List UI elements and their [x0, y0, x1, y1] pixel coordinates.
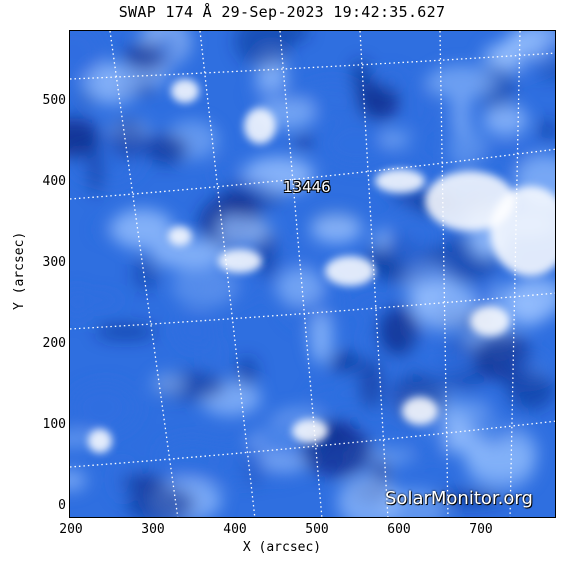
coronal-blob — [408, 79, 433, 134]
coronal-blob — [285, 31, 309, 40]
bright-feature — [325, 256, 375, 286]
coronal-blob — [483, 104, 528, 136]
coronal-blob — [377, 306, 419, 357]
grid-longitude-line — [509, 31, 521, 517]
coronal-blob — [216, 212, 263, 247]
coronal-blob — [329, 351, 362, 374]
coronal-blob — [277, 268, 324, 307]
bright-feature — [470, 306, 510, 336]
bright-feature — [218, 249, 262, 273]
y-tick-label: 100 — [42, 417, 66, 432]
coronal-blob — [249, 87, 316, 101]
coronal-blob — [152, 372, 186, 395]
coronal-blob — [234, 31, 293, 68]
coronal-blob — [358, 357, 384, 409]
coronal-blob — [201, 335, 223, 373]
coronal-blob — [321, 119, 392, 168]
coronal-blob — [378, 130, 411, 149]
solar-image — [69, 30, 556, 518]
coronal-blob — [412, 280, 478, 331]
grid-longitude-line — [359, 31, 389, 517]
coronal-blob — [310, 213, 363, 244]
bright-feature — [292, 419, 328, 443]
coronal-blob — [145, 133, 188, 165]
x-tick-label: 500 — [305, 522, 329, 537]
coronal-blob — [155, 31, 181, 64]
coronal-blob — [509, 289, 545, 328]
grid-longitude-line — [109, 31, 179, 517]
bright-feature — [168, 226, 192, 246]
image-title: SWAP 174 Å 29-Sep-2023 19:42:35.627 — [118, 3, 446, 21]
coronal-blob — [380, 488, 448, 517]
bright-feature — [88, 429, 112, 453]
grid-longitude-line — [279, 31, 323, 517]
coronal-blob — [70, 117, 101, 159]
coronal-blob — [306, 81, 358, 104]
coronal-blob — [512, 50, 544, 70]
bright-feature — [375, 169, 425, 193]
coronal-blob — [234, 467, 298, 481]
coronal-blob — [70, 287, 86, 322]
x-axis-label: X (arcsec) — [242, 540, 322, 555]
x-tick-label: 300 — [141, 522, 165, 537]
y-tick-label: 400 — [42, 174, 66, 189]
coronal-blob — [539, 119, 555, 141]
x-tick-label: 700 — [469, 522, 493, 537]
coronal-blob — [95, 324, 157, 340]
coronal-blob — [309, 311, 333, 365]
solarmonitor-watermark: SolarMonitor.org — [385, 488, 533, 509]
x-tick-label: 200 — [59, 522, 83, 537]
coronal-blob — [450, 92, 471, 137]
coronal-blob — [171, 264, 238, 308]
coronal-blob — [255, 229, 278, 279]
coronal-blob — [70, 469, 87, 491]
active-region-label: 13446 — [283, 178, 331, 196]
bright-feature — [244, 108, 276, 144]
y-tick-label: 500 — [42, 93, 66, 108]
y-axis-label: Y (arcsec) — [12, 231, 27, 310]
coronal-blob — [214, 158, 235, 187]
coronal-blob — [543, 278, 555, 312]
heliographic-grid — [70, 31, 555, 517]
coronal-blob — [132, 256, 160, 292]
coronal-blob — [486, 143, 539, 157]
y-tick-label: 0 — [58, 498, 66, 513]
coronal-blob — [110, 208, 175, 249]
bright-feature — [171, 79, 199, 103]
coronal-blob — [109, 118, 147, 160]
coronal-blob — [333, 101, 363, 119]
coronal-blob — [125, 485, 196, 517]
bright-feature — [490, 186, 555, 276]
bright-loops — [88, 79, 555, 453]
coronal-blob — [236, 357, 258, 388]
coronal-structures — [70, 31, 555, 517]
coronal-blob — [543, 36, 555, 63]
bright-feature — [402, 397, 438, 425]
coronal-blob — [175, 313, 213, 348]
x-tick-label: 600 — [387, 522, 411, 537]
grid-longitude-line — [439, 31, 449, 517]
coronal-blob — [378, 70, 405, 91]
coronal-blob — [505, 370, 555, 411]
coronal-blob — [426, 65, 498, 100]
coronal-blob — [230, 178, 270, 192]
coronal-blob — [387, 208, 432, 265]
coronal-blob — [476, 279, 494, 307]
coronal-blob — [150, 238, 227, 269]
y-tick-label: 200 — [42, 336, 66, 351]
coronal-blob — [74, 382, 140, 435]
coronal-blob — [101, 61, 119, 99]
x-tick-label: 400 — [223, 522, 247, 537]
coronal-blob — [435, 491, 505, 506]
coronal-blob — [408, 413, 449, 460]
coronal-blob — [86, 146, 105, 196]
coronal-blob — [294, 134, 314, 149]
coronal-blob — [159, 440, 228, 483]
y-tick-label: 300 — [42, 255, 66, 270]
grid-longitude-line — [199, 31, 256, 517]
coronal-blob — [70, 31, 102, 79]
solar-image-canvas — [70, 31, 555, 517]
